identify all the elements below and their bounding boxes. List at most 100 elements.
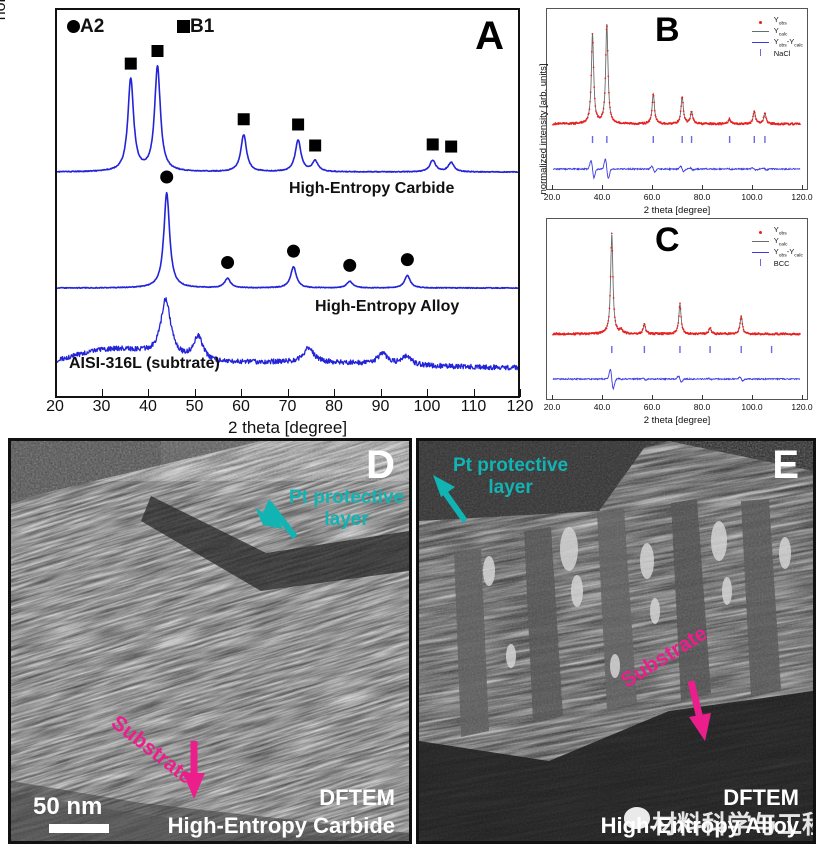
panelC-xtick-20.0: 20.0 — [543, 402, 561, 412]
panel-d-sample-label: High-Entropy Carbide — [167, 813, 395, 838]
panel-d-image — [11, 441, 409, 841]
panel-a-xtick-100: 100 — [413, 398, 441, 415]
panel-a-xtick-110: 110 — [460, 398, 487, 415]
panel-a-xtick-120: 120 — [506, 398, 534, 415]
panel-c-x-ticks: 20.0 40.0 60.0 80.0 100.0 120.0 — [543, 395, 813, 414]
panel-a-legend-label-b1: B1 — [190, 16, 215, 37]
panel-b-x-axis-label: 2 theta [degree] — [643, 205, 711, 216]
square-marker — [151, 45, 164, 57]
panel-d-scalebar — [49, 824, 109, 833]
panelB-tickmark — [752, 185, 753, 190]
panel-a-x-axis-label: 2 theta [degree] — [227, 418, 348, 437]
panel-b-legend: Yobs Ycalc Yobs-Ycalc NaCl — [752, 14, 803, 58]
panelC-tickmark — [702, 395, 703, 400]
square-marker — [237, 113, 250, 126]
panelB-legend-row-3: NaCl — [752, 47, 803, 58]
panel-d-mode-label: DFTEM — [319, 785, 395, 810]
panelB-tickmark — [602, 185, 603, 190]
red-dots-marker — [752, 16, 770, 27]
panel-a-legend-item-b1: B1 — [177, 16, 214, 38]
panel-a-tickmark — [520, 389, 521, 397]
panel-a-tickmark — [287, 389, 289, 397]
panel-a-tickmark — [241, 389, 242, 397]
panelC-legend-label-2: Yobs-Ycalc — [773, 247, 803, 259]
panel-a: normalized intensity [arb. units] A2 B1 … — [0, 0, 533, 440]
panelB-legend-label-0: Yobs — [773, 15, 787, 27]
circle-marker — [160, 170, 174, 184]
square-marker — [445, 140, 458, 153]
panel-e-pt-layer-label: Pt protective layer — [453, 455, 568, 499]
panelC-legend-label-1: Ycalc — [773, 236, 788, 248]
panel-a-x-ticks: 20 30 40 50 60 70 80 90 100 110 120 — [46, 389, 533, 418]
panel-a-xtick-20: 20 — [46, 398, 64, 415]
panel-e-pt-line2: layer — [488, 477, 533, 498]
blue-line-marker — [752, 38, 770, 49]
panel-a-xtick-40: 40 — [139, 398, 157, 415]
panelC-xtick-80.0: 80.0 — [693, 402, 711, 412]
gray-line-marker — [752, 237, 770, 248]
panelB-xtick-40.0: 40.0 — [593, 192, 611, 202]
panel-a-tickmark — [473, 389, 475, 397]
panelC-legend-row-2: Yobs-Ycalc — [752, 246, 803, 259]
panelC-legend-row-1: Ycalc — [752, 235, 803, 248]
panel-b: normalized intensity [arb. units] B Yobs… — [528, 4, 823, 226]
watermark-text: 材料科学与工程 — [652, 810, 816, 839]
panelB-xtick-100.0: 100.0 — [741, 192, 763, 202]
panel-b-plot-area: B Yobs Ycalc Yobs-Ycalc NaCl — [546, 8, 808, 190]
panelC-tickmark — [802, 395, 803, 400]
panel-b-rietveld-curves — [552, 23, 801, 180]
panel-a-y-axis-label: normalized intensity [arb. units] — [0, 0, 10, 60]
gray-line-marker — [752, 27, 770, 38]
panel-a-tickmark — [148, 389, 149, 397]
panel-a-xtick-60: 60 — [232, 398, 250, 415]
panel-a-tickmark — [55, 389, 56, 397]
panel-c-y-axis-label: normalized intensity [arb. units] — [538, 63, 549, 195]
panelB-legend-row-0: Yobs — [752, 14, 803, 27]
panel-c: normalized intensity [arb. units] C Yobs… — [528, 64, 823, 436]
panelC-legend-label-3: BCC — [773, 258, 790, 268]
panel-a-xtick-90: 90 — [371, 398, 390, 415]
circle-marker — [286, 244, 300, 258]
panel-a-xtick-30: 30 — [92, 398, 111, 415]
square-marker — [426, 138, 439, 151]
panel-a-tickmark — [334, 389, 335, 397]
panelB-tickmark — [802, 185, 803, 190]
panelC-xtick-120.0: 120.0 — [791, 402, 813, 412]
panel-c-rietveld-curves — [552, 232, 801, 391]
blue-line-marker — [752, 248, 770, 259]
panelC-legend-label-0: Yobs — [773, 225, 787, 237]
panel-d-pt-layer-label: Pt protective layer — [289, 487, 404, 531]
pt-layer-arrow-e — [433, 475, 468, 523]
panel-e-micrograph: E Pt protective layer Substrate DFTEM Hi… — [416, 438, 816, 844]
circle-marker — [221, 256, 235, 269]
circle-marker — [343, 258, 357, 272]
panel-a-xtick-50: 50 — [185, 398, 204, 415]
panelB-tickmark — [552, 185, 553, 190]
wechat-icon — [624, 807, 650, 829]
panelC-xtick-40.0: 40.0 — [593, 402, 611, 412]
substrate-arrow-d — [183, 741, 205, 799]
panel-e-mode-label: DFTEM — [723, 785, 799, 810]
panel-a-legend-item-a2: A2 — [67, 16, 104, 38]
panelB-legend-label-3: NaCl — [773, 48, 791, 58]
panelC-tickmark — [752, 395, 753, 400]
panelC-legend-row-0: Yobs — [752, 224, 803, 237]
panel-a-curve-label-carbide: High-Entropy Carbide — [289, 180, 455, 197]
panelC-tickmark — [552, 395, 553, 400]
panel-a-legend-label-a2: A2 — [80, 16, 105, 37]
panel-c-letter: C — [655, 221, 680, 259]
panelB-legend-row-2: Yobs-Ycalc — [752, 36, 803, 49]
panelC-xtick-60.0: 60.0 — [643, 402, 661, 412]
panelC-xtick-100.0: 100.0 — [741, 402, 763, 412]
panel-e-image — [419, 441, 813, 841]
panel-a-xrd-curves — [57, 45, 518, 371]
square-marker — [309, 139, 322, 152]
panel-d-pt-line2: layer — [324, 509, 369, 530]
circle-marker — [400, 253, 414, 267]
panelC-tickmark — [602, 395, 603, 400]
panel-a-letter: A — [475, 14, 504, 58]
panelB-xtick-80.0: 80.0 — [693, 192, 711, 202]
panelB-legend-row-1: Ycalc — [752, 25, 803, 38]
panel-c-x-axis-label: 2 theta [degree] — [643, 415, 711, 426]
panel-d-scalebar-label: 50 nm — [33, 793, 103, 820]
